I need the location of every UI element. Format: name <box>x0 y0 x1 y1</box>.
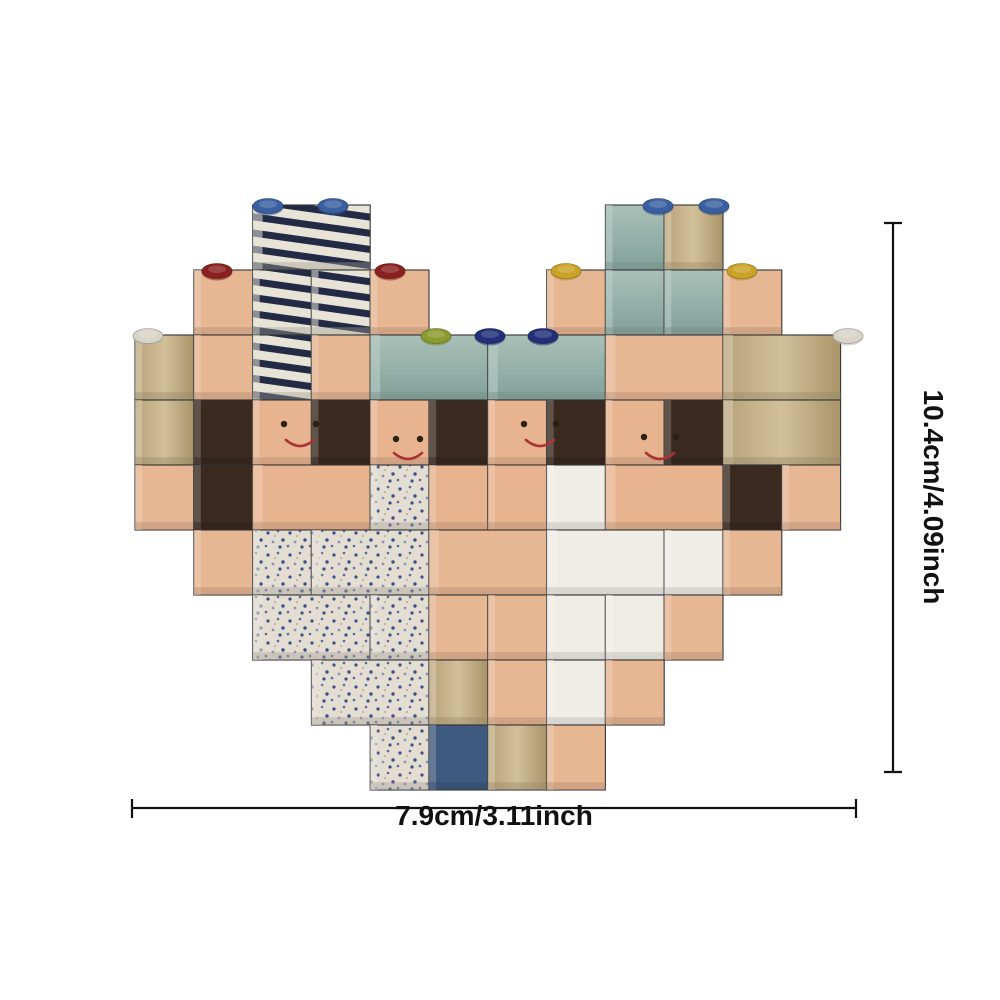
svg-text:7.9cm/3.11inch: 7.9cm/3.11inch <box>395 800 593 831</box>
svg-text:10.4cm/4.09inch: 10.4cm/4.09inch <box>918 390 949 605</box>
